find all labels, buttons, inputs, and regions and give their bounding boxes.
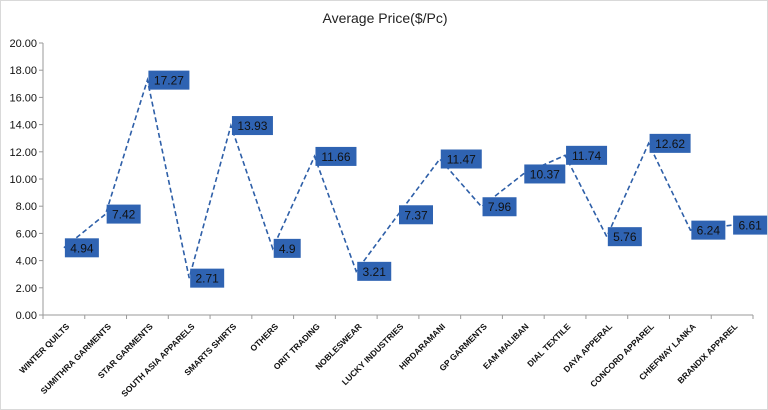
data-label-value: 6.61 (738, 219, 762, 233)
y-tick-label: 0.00 (16, 310, 37, 322)
data-label-value: 6.24 (697, 224, 721, 238)
data-label-value: 12.62 (655, 137, 685, 151)
data-label-value: 7.96 (488, 200, 512, 214)
data-label-value: 7.37 (404, 208, 428, 222)
x-category-label: SOUTH ASIA APPARELS (119, 321, 197, 399)
data-label: 11.74 (566, 145, 608, 165)
data-label-box (106, 204, 141, 224)
data-label-box (315, 146, 357, 166)
y-tick-label: 18.00 (9, 65, 37, 77)
data-label-value: 7.42 (112, 208, 136, 222)
data-label: 6.61 (733, 215, 768, 235)
data-label: 13.93 (231, 116, 273, 136)
data-label: 5.76 (607, 227, 642, 247)
y-tick-label: 10.00 (9, 174, 37, 186)
data-label-value: 11.47 (447, 153, 476, 167)
data-label-box (190, 268, 225, 288)
data-label: 2.71 (190, 268, 225, 288)
data-label-box (566, 145, 608, 165)
data-label: 6.24 (691, 220, 726, 240)
data-label: 4.9 (273, 238, 301, 258)
y-axis: 0.00 2.00 4.00 6.00 8.00 10.00 12.00 14.00 16.00… (9, 38, 44, 322)
y-tick-label: 20.00 (9, 38, 37, 50)
data-label-value: 2.71 (195, 272, 219, 286)
data-label-value: 10.37 (530, 167, 560, 181)
data-label: 17.27 (148, 70, 190, 90)
data-label-value: 11.74 (572, 149, 601, 163)
data-label: 10.37 (524, 164, 566, 184)
data-label-box (440, 149, 482, 169)
data-label: 11.47 (440, 149, 482, 169)
y-tick-label: 4.00 (16, 256, 37, 268)
data-label-box (273, 238, 301, 258)
y-tick-label: 12.00 (9, 147, 37, 159)
data-label-box (399, 205, 433, 225)
data-label-box (607, 227, 642, 247)
data-label-box (733, 215, 768, 235)
y-tick-label: 16.00 (9, 92, 37, 104)
data-label-box (231, 116, 273, 136)
data-label-value: 4.94 (70, 241, 94, 255)
data-labels: 4.94 7.42 17.27 2.71 13.93 4.9 11.66 3.21 7.37 11… (64, 70, 768, 288)
data-label-box (524, 164, 566, 184)
data-label: 11.66 (315, 146, 357, 166)
data-label-box (482, 197, 517, 217)
x-category-label: OTHERS (248, 321, 280, 353)
y-tick-label: 8.00 (16, 201, 37, 213)
data-label: 12.62 (649, 133, 691, 153)
y-tick-label: 14.00 (9, 120, 37, 132)
x-category-label: SUMITHRA GARMENTS (38, 321, 113, 396)
data-label-box (148, 70, 190, 90)
data-label-value: 13.93 (237, 119, 267, 133)
data-label-box (64, 238, 99, 258)
data-label-value: 17.27 (154, 74, 184, 88)
chart-title: Average Price($/Pc) (322, 10, 447, 26)
data-label-box (649, 133, 691, 153)
data-label: 7.96 (482, 197, 517, 217)
data-label-value: 11.66 (321, 150, 350, 164)
data-label: 4.94 (64, 238, 99, 258)
data-label: 7.37 (399, 205, 433, 225)
data-label-box (691, 220, 726, 240)
series-line (63, 76, 733, 279)
data-label: 7.42 (106, 204, 141, 224)
data-label-box (357, 261, 392, 281)
y-tick-label: 6.00 (16, 228, 37, 240)
data-label-value: 5.76 (613, 230, 637, 244)
price-series (63, 76, 733, 279)
y-tick-label: 2.00 (16, 283, 37, 295)
data-label-value: 4.9 (279, 242, 296, 256)
data-label-value: 3.21 (363, 265, 387, 279)
data-label: 3.21 (357, 261, 392, 281)
